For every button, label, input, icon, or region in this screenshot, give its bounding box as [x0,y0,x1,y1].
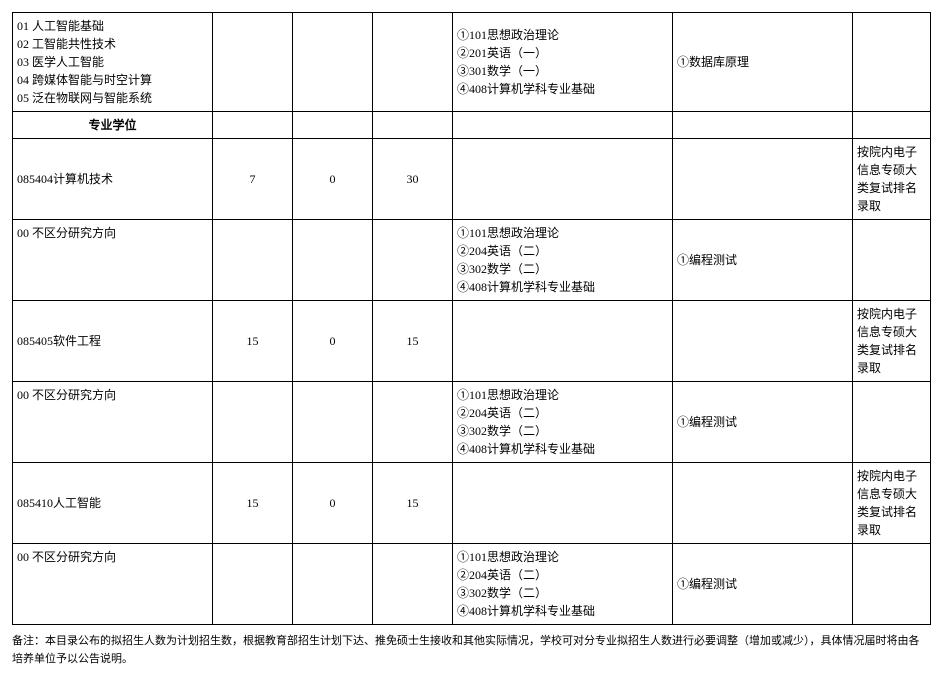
cell [453,301,673,382]
cell [213,13,293,112]
table-row: 085404计算机技术 7 0 30 按院内电子信息专硕大类复试排名录取 [13,139,931,220]
note-cell [853,13,931,112]
cell [293,544,373,625]
retest-cell: ①编程测试 [673,382,853,463]
cell: 0 [293,139,373,220]
table-row: 085410人工智能 15 0 15 按院内电子信息专硕大类复试排名录取 [13,463,931,544]
cell: 15 [213,301,293,382]
section-header-cell: 专业学位 [13,112,213,139]
exams-cell: ①101思想政治理论②204英语（二）③302数学（二）④408计算机学科专业基… [453,544,673,625]
cell: 15 [373,301,453,382]
cell [453,139,673,220]
cell: 0 [293,463,373,544]
note-cell [853,220,931,301]
major-cell: 085404计算机技术 [13,139,213,220]
cell [853,112,931,139]
cell [373,13,453,112]
cell [293,382,373,463]
cell [373,544,453,625]
exams-cell: ①101思想政治理论②204英语（二）③302数学（二）④408计算机学科专业基… [453,382,673,463]
note-cell: 按院内电子信息专硕大类复试排名录取 [853,301,931,382]
exams-cell: ①101思想政治理论②204英语（二）③302数学（二）④408计算机学科专业基… [453,220,673,301]
cell [293,220,373,301]
cell [373,112,453,139]
table-row: 00 不区分研究方向 ①101思想政治理论②204英语（二）③302数学（二）④… [13,544,931,625]
cell [673,463,853,544]
exams-cell: ①101思想政治理论②201英语（一）③301数学（一）④408计算机学科专业基… [453,13,673,112]
cell [213,220,293,301]
directions-cell: 01 人工智能基础02 工智能共性技术03 医学人工智能04 跨媒体智能与时空计… [13,13,213,112]
cell [673,301,853,382]
retest-cell: ①数据库原理 [673,13,853,112]
table-row: 00 不区分研究方向 ①101思想政治理论②204英语（二）③302数学（二）④… [13,220,931,301]
cell [213,382,293,463]
retest-cell: ①编程测试 [673,544,853,625]
cell: 7 [213,139,293,220]
note-cell: 按院内电子信息专硕大类复试排名录取 [853,139,931,220]
cell [673,112,853,139]
note-cell [853,382,931,463]
cell: 0 [293,301,373,382]
cell [453,112,673,139]
cell [213,544,293,625]
cell [373,382,453,463]
major-cell: 085405软件工程 [13,301,213,382]
admissions-table: 01 人工智能基础02 工智能共性技术03 医学人工智能04 跨媒体智能与时空计… [12,12,931,625]
direction-cell: 00 不区分研究方向 [13,382,213,463]
direction-cell: 00 不区分研究方向 [13,220,213,301]
note-cell [853,544,931,625]
cell: 15 [373,463,453,544]
table-row: 00 不区分研究方向 ①101思想政治理论②204英语（二）③302数学（二）④… [13,382,931,463]
cell [673,139,853,220]
cell [293,13,373,112]
major-cell: 085410人工智能 [13,463,213,544]
footnote-text: 备注：本目录公布的拟招生人数为计划招生数，根据教育部招生计划下达、推免硕士生接收… [12,633,930,668]
cell: 30 [373,139,453,220]
retest-cell: ①编程测试 [673,220,853,301]
cell [373,220,453,301]
table-row: 01 人工智能基础02 工智能共性技术03 医学人工智能04 跨媒体智能与时空计… [13,13,931,112]
cell [293,112,373,139]
direction-cell: 00 不区分研究方向 [13,544,213,625]
table-row: 专业学位 [13,112,931,139]
cell [453,463,673,544]
cell [213,112,293,139]
cell: 15 [213,463,293,544]
note-cell: 按院内电子信息专硕大类复试排名录取 [853,463,931,544]
table-row: 085405软件工程 15 0 15 按院内电子信息专硕大类复试排名录取 [13,301,931,382]
